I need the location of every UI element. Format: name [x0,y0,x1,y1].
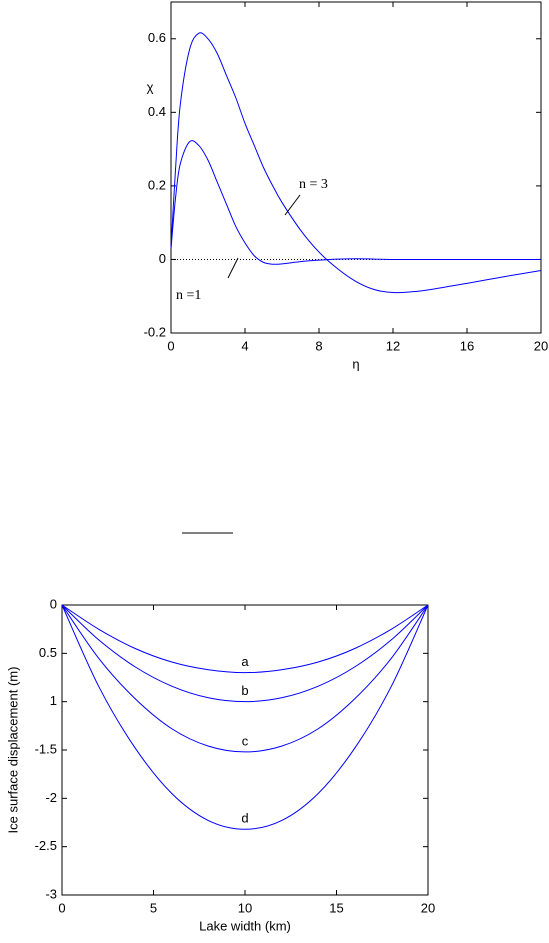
y-tick-label: 0.2 [148,177,166,192]
series-line [170,32,542,294]
y-tick-label: 0 [50,596,57,611]
y-tick-label: -3 [45,886,57,901]
series-line [61,604,429,830]
plot-frame [61,604,429,896]
y-tick-label: -1.5 [35,741,57,756]
x-axis-label: Lake width (km) [199,918,291,933]
series-label: d [241,811,248,826]
x-tick-label: 5 [150,900,157,915]
series-label: b [241,683,248,698]
y-tick-label: -0.2 [144,324,166,339]
y-tick-label: 1 [50,693,57,708]
y-tick-label: -2.5 [35,838,57,853]
x-tick-label: 20 [534,338,548,353]
x-tick-label: 8 [315,338,322,353]
series-line [61,604,429,703]
x-axis-label: η [352,356,359,371]
label-leader [284,194,301,216]
y-tick-label: -2 [45,790,57,805]
y-tick-label: 0.5 [39,645,57,660]
y-axis-label: Ice surface displacement (m) [5,667,20,834]
series-label: c [242,733,249,748]
x-tick-label: 15 [329,900,343,915]
y-tick-label: 0.4 [148,104,166,119]
series-line [170,140,541,265]
x-tick-label: 0 [58,900,65,915]
x-tick-label: 4 [241,338,248,353]
x-tick-label: 16 [460,338,474,353]
x-tick-label: 0 [167,338,174,353]
series-label: n = 3 [299,177,328,192]
x-tick-label: 20 [421,900,435,915]
series-label: n =1 [176,288,201,303]
x-tick-label: 10 [238,900,252,915]
series-line [61,604,429,753]
y-tick-label: 0 [159,251,166,266]
plot-frame [170,1,542,334]
series-label: a [241,654,249,669]
y-axis-label: χ [147,79,154,94]
y-tick-label: 0.6 [148,30,166,45]
label-leader [227,257,239,279]
series-line [61,604,429,674]
x-tick-label: 12 [386,338,400,353]
